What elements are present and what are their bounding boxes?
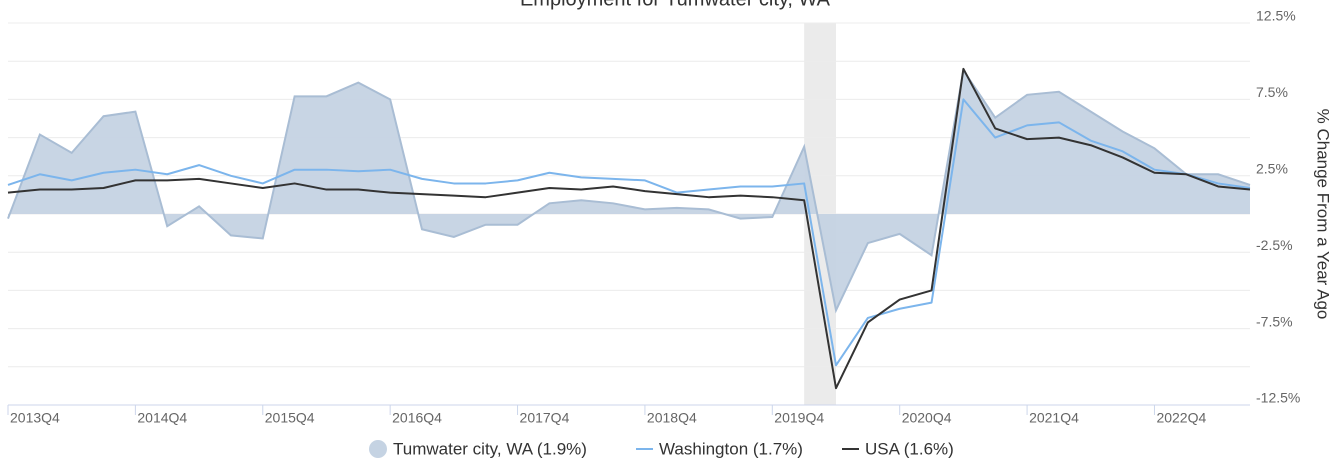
legend-symbol (369, 440, 387, 458)
x-tick-label: 2016Q4 (392, 410, 442, 426)
legend-item: Washington (1.7%) (636, 439, 803, 458)
y-axis-label: % Change From a Year Ago (1314, 109, 1333, 320)
x-tick-label: 2020Q4 (902, 410, 952, 426)
x-tick-label: 2019Q4 (774, 410, 824, 426)
y-tick-label: 7.5% (1256, 84, 1288, 100)
y-tick-label: -12.5% (1256, 390, 1300, 406)
y-tick-label: -7.5% (1256, 313, 1293, 329)
legend-item: Tumwater city, WA (1.9%) (369, 439, 587, 458)
area-outline (7, 67, 1251, 314)
legend-item: USA (1.6%) (842, 439, 954, 458)
y-tick-label: 2.5% (1256, 161, 1288, 177)
line (7, 67, 1251, 390)
x-tick-label: 2022Q4 (1156, 410, 1206, 426)
y-tick-label: -2.5% (1256, 237, 1293, 253)
x-tick-label: 2013Q4 (10, 410, 60, 426)
legend-label: USA (1.6%) (865, 439, 954, 458)
x-tick-label: 2014Q4 (137, 410, 187, 426)
area (8, 70, 1250, 311)
y-tick-label: 12.5% (1256, 8, 1296, 24)
x-tick-label: 2015Q4 (265, 410, 315, 426)
x-tick-label: 2021Q4 (1029, 410, 1079, 426)
chart-title: Employment for Tumwater city, WA (520, 0, 831, 10)
x-tick-label: 2018Q4 (647, 410, 697, 426)
x-tick-label: 2017Q4 (520, 410, 570, 426)
legend-label: Tumwater city, WA (1.9%) (393, 439, 587, 458)
legend-label: Washington (1.7%) (659, 439, 803, 458)
line (7, 98, 1251, 367)
